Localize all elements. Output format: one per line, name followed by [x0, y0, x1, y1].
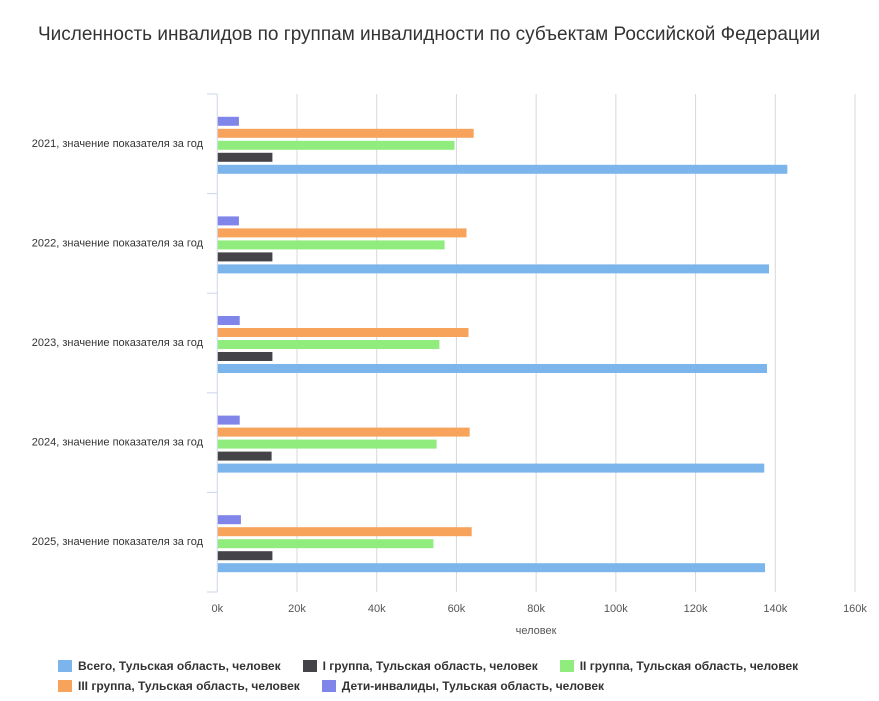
bar	[217, 228, 467, 238]
bar	[217, 116, 239, 126]
bar	[217, 364, 768, 373]
legend-label: Всего, Тульская область, человек	[78, 659, 281, 673]
legend-swatch	[302, 660, 317, 672]
legend-label: II группа, Тульская область, человек	[579, 659, 799, 673]
x-tick-label: 0k	[211, 603, 223, 615]
bar	[217, 352, 273, 361]
bar	[217, 515, 241, 525]
bar	[217, 563, 766, 573]
chart-title: Численность инвалидов по группам инвалид…	[38, 24, 821, 45]
x-tick-label: 160k	[843, 603, 867, 615]
legend-swatch	[559, 660, 574, 672]
bar	[217, 252, 273, 262]
bar	[217, 240, 445, 250]
x-tick-label: 100k	[604, 603, 628, 615]
legend-item[interactable]: I группа, Тульская область, человек	[302, 656, 538, 676]
bar	[217, 264, 770, 274]
bar	[217, 164, 788, 174]
bar	[217, 128, 474, 138]
category-label: 2025, значение показателя за год	[32, 536, 204, 548]
bar	[217, 328, 469, 337]
bar	[217, 551, 273, 561]
bar	[217, 340, 440, 349]
bar	[217, 439, 437, 449]
legend-swatch	[58, 680, 72, 692]
category-label: 2023, значение показателя за год	[32, 337, 204, 349]
legend-item[interactable]: II группа, Тульская область, человек	[559, 656, 799, 676]
legend-item[interactable]: Всего, Тульская область, человек	[58, 656, 281, 676]
bar	[217, 463, 765, 473]
bar	[217, 415, 240, 425]
legend-label: Дети-инвалиды, Тульская область, человек	[341, 679, 605, 693]
x-tick-label: 80k	[527, 603, 545, 615]
legend-item[interactable]: Дети-инвалиды, Тульская область, человек	[321, 676, 605, 696]
legend-label: III группа, Тульская область, человек	[78, 679, 300, 693]
legend-item[interactable]: III группа, Тульская область, человек	[58, 676, 300, 696]
bar	[217, 152, 273, 162]
x-tick-label: 40k	[368, 603, 386, 615]
x-tick-label: 140k	[763, 603, 787, 615]
x-tick-label: 120k	[684, 603, 708, 615]
legend-swatch	[321, 680, 336, 692]
category-label: 2024, значение показателя за год	[32, 437, 204, 449]
x-axis-title: человек	[516, 625, 557, 637]
bar	[217, 140, 455, 150]
bar	[217, 216, 239, 226]
bar	[217, 316, 240, 325]
legend: Всего, Тульская область, человек I группа…	[58, 656, 858, 696]
x-tick-label: 20k	[288, 603, 306, 615]
bar	[217, 451, 272, 461]
x-tick-label: 60k	[448, 603, 466, 615]
legend-swatch	[58, 660, 72, 672]
bar	[217, 427, 470, 437]
legend-label: I группа, Тульская область, человек	[322, 659, 538, 673]
bar	[217, 527, 472, 537]
category-label: 2022, значение показателя за год	[32, 237, 204, 249]
category-label: 2021, значение показателя за год	[32, 138, 204, 150]
bar	[217, 539, 434, 549]
